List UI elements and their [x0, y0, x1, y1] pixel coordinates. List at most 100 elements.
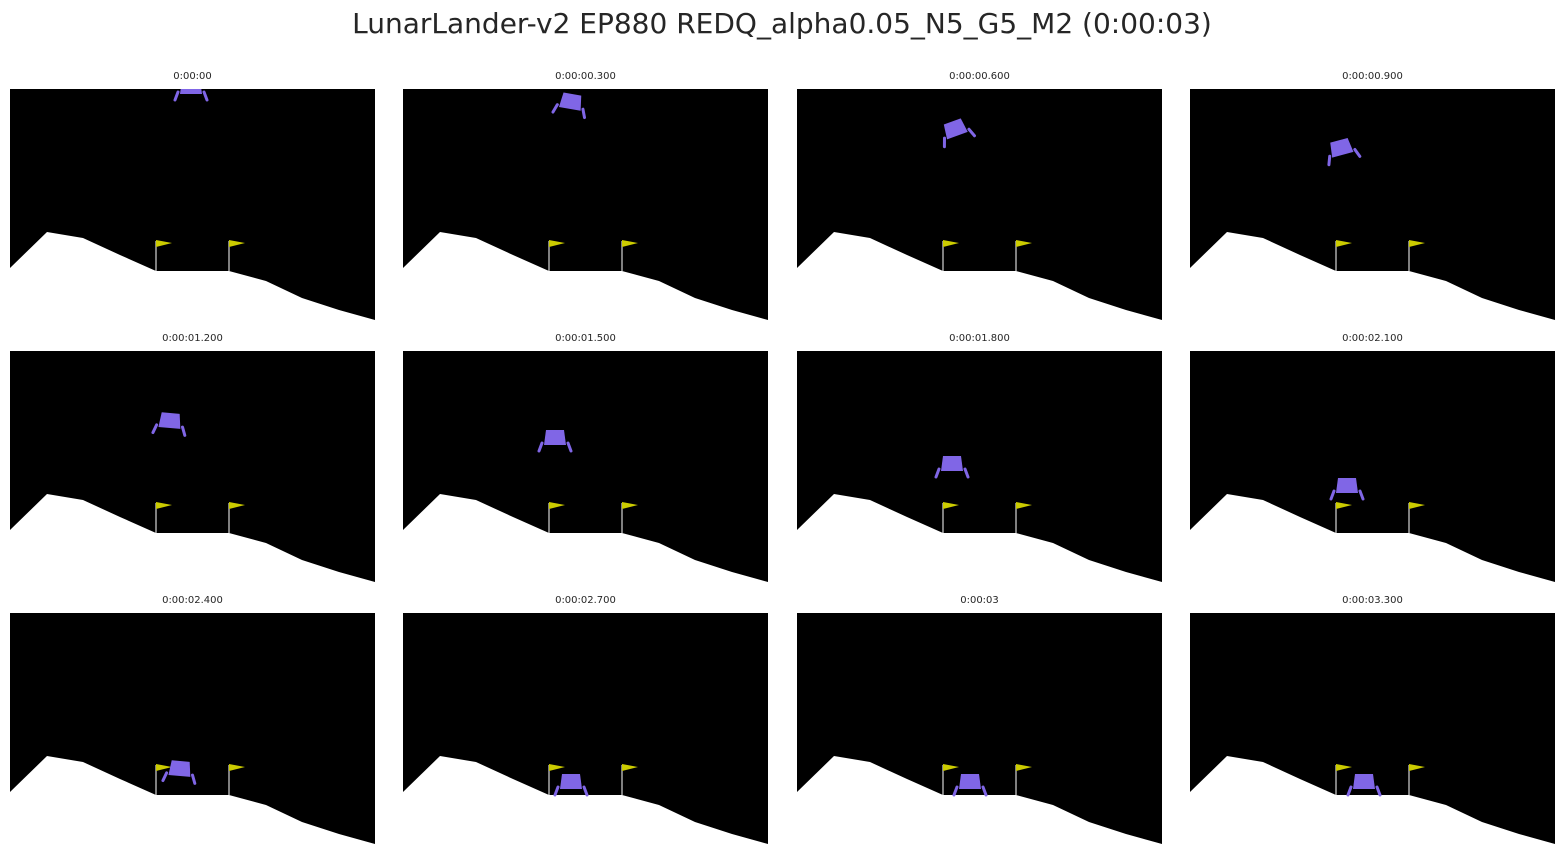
lander-leg — [934, 467, 941, 479]
terrain — [797, 232, 1162, 320]
lander-leg — [1329, 489, 1336, 501]
flag — [1016, 764, 1032, 771]
frame-label: 0:00:03 — [960, 595, 999, 606]
lander — [537, 430, 573, 453]
flag — [156, 764, 172, 771]
lander — [553, 774, 589, 797]
terrain — [1190, 232, 1555, 320]
flag — [549, 240, 565, 247]
frame — [1190, 613, 1555, 844]
frame-label: 0:00:00.900 — [1342, 71, 1403, 82]
flag — [622, 764, 638, 771]
flag — [549, 502, 565, 509]
lander-leg — [582, 785, 589, 797]
frame — [797, 613, 1162, 844]
terrain — [1190, 494, 1555, 582]
lander-body — [1336, 478, 1358, 493]
lander — [161, 760, 197, 785]
flag — [549, 764, 565, 771]
lander-leg — [161, 771, 169, 783]
lander-body — [168, 760, 191, 777]
lander-leg — [566, 441, 573, 453]
frame — [797, 89, 1162, 320]
lander-body — [943, 118, 968, 140]
frame-label: 0:00:03.300 — [1342, 595, 1403, 606]
terrain — [1190, 756, 1555, 844]
lander-leg — [942, 136, 946, 149]
flag — [229, 502, 245, 509]
frame-label: 0:00:01.200 — [162, 333, 223, 344]
terrain — [10, 494, 375, 582]
flag — [1016, 502, 1032, 509]
flag — [943, 502, 959, 509]
lander-leg — [191, 773, 197, 785]
lander — [934, 456, 970, 479]
terrain — [10, 232, 375, 320]
lander-body — [180, 89, 202, 94]
flag — [943, 764, 959, 771]
frame-label: 0:00:02.400 — [162, 595, 223, 606]
lander — [173, 89, 209, 102]
lander-leg — [1327, 154, 1332, 167]
lander — [1329, 478, 1365, 501]
frame-label: 0:00:00 — [173, 71, 212, 82]
flag — [1336, 764, 1352, 771]
flag — [1409, 502, 1425, 509]
lander-body — [158, 412, 181, 429]
lander-leg — [551, 103, 559, 114]
frame-label: 0:00:02.100 — [1342, 333, 1403, 344]
terrain — [10, 756, 375, 844]
lander — [551, 92, 586, 120]
lander-body — [941, 456, 963, 471]
lander-body — [1330, 137, 1354, 158]
lander-body — [544, 430, 566, 445]
lander-leg — [173, 90, 180, 102]
frame — [10, 89, 375, 320]
lander-leg — [151, 423, 159, 435]
frame — [1190, 89, 1555, 320]
flag — [1016, 240, 1032, 247]
flag — [943, 240, 959, 247]
terrain — [403, 232, 768, 320]
lander-body — [1353, 774, 1375, 789]
frame-label: 0:00:00.600 — [949, 71, 1010, 82]
lander-leg — [581, 107, 586, 120]
lander — [952, 774, 988, 797]
flag — [229, 240, 245, 247]
frame-label: 0:00:02.700 — [555, 595, 616, 606]
lander-leg — [981, 785, 988, 797]
lander-leg — [553, 785, 560, 797]
lander — [1346, 774, 1382, 797]
lander — [942, 118, 976, 149]
flag — [1409, 240, 1425, 247]
frame-label: 0:00:01.800 — [949, 333, 1010, 344]
flag — [1336, 240, 1352, 247]
lander-leg — [963, 467, 970, 479]
lander-leg — [1346, 785, 1353, 797]
frame — [403, 89, 768, 320]
lander-leg — [202, 90, 209, 102]
frame — [10, 613, 375, 844]
flag — [622, 502, 638, 509]
terrain — [403, 756, 768, 844]
flag — [156, 502, 172, 509]
terrain — [797, 756, 1162, 844]
lander-body — [560, 774, 582, 789]
lander-body — [558, 92, 582, 111]
frame-label: 0:00:01.500 — [555, 333, 616, 344]
lander — [1327, 137, 1362, 167]
figure-title: LunarLander-v2 EP880 REDQ_alpha0.05_N5_G… — [352, 7, 1212, 40]
frame — [403, 351, 768, 582]
flag — [1336, 502, 1352, 509]
frame — [1190, 351, 1555, 582]
lander-leg — [952, 785, 959, 797]
frame — [403, 613, 768, 844]
flag — [1409, 764, 1425, 771]
terrain — [403, 494, 768, 582]
lander-leg — [1353, 147, 1362, 158]
lander-leg — [181, 425, 187, 437]
frame-label: 0:00:00.300 — [555, 71, 616, 82]
flag — [156, 240, 172, 247]
frame — [797, 351, 1162, 582]
lander-leg — [1375, 785, 1382, 797]
